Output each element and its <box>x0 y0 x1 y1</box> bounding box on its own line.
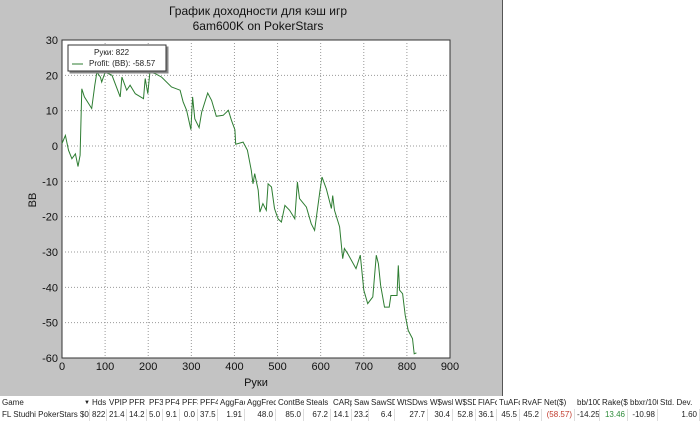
column-header-contbet[interactable]: ContBet <box>278 398 304 407</box>
y-tick-label: -20 <box>42 212 58 224</box>
column-header-carpre[interactable]: CARpre <box>333 398 352 407</box>
x-tick-label: 400 <box>225 361 243 373</box>
cell-sawf: 23.2 <box>354 409 369 421</box>
y-tick-label: 30 <box>46 35 58 47</box>
column-header-std-dev[interactable]: Std. Dev. <box>660 398 693 407</box>
legend: Руки: 822 Profit: (BB): -58.57 <box>67 44 167 72</box>
cell-hds: 822 <box>92 409 107 421</box>
cell-pff4: 37.5 <box>198 409 218 421</box>
column-header-hds[interactable]: Hds <box>92 398 107 407</box>
column-header-net[interactable]: Net($) <box>544 398 567 407</box>
cell-flafq: 36.1 <box>476 409 497 421</box>
cell-net: (58.57) <box>542 409 575 421</box>
chart-panel: График доходности для кэш игр 6am600K on… <box>0 0 503 396</box>
cell-w-wsf: 30.4 <box>428 409 453 421</box>
right-panel <box>503 0 700 396</box>
cell-aggfreq: 48.0 <box>245 409 276 421</box>
y-tick-label: 0 <box>52 141 58 153</box>
x-tick-label: 300 <box>182 361 200 373</box>
profit-chart: График доходности для кэш игр 6am600K on… <box>27 4 459 389</box>
column-header-aggfac[interactable]: AggFac <box>220 398 245 407</box>
x-tick-label: 500 <box>268 361 286 373</box>
x-axis-label: Руки <box>244 377 268 389</box>
x-tick-label: 100 <box>96 361 114 373</box>
y-axis-label: BB <box>27 193 39 208</box>
cell-steals: 67.2 <box>304 409 331 421</box>
cell-sawsd: 6.4 <box>369 409 395 421</box>
cell-carpre: 14.1 <box>331 409 352 421</box>
cell-pf3: 5.0 <box>147 409 163 421</box>
legend-hands: Руки: 822 <box>94 48 130 57</box>
column-header-game[interactable]: Game <box>2 398 24 407</box>
y-tick-label: -30 <box>42 247 58 259</box>
triangle-down-icon[interactable]: ▼ <box>84 400 90 406</box>
x-tick-label: 900 <box>441 361 459 373</box>
column-header-pff3[interactable]: PFF3 <box>182 398 198 407</box>
column-header-pfr[interactable]: PFR <box>129 398 145 407</box>
chart-subtitle: 6am600K on PokerStars <box>193 19 324 33</box>
column-header-vpip[interactable]: VPIP <box>109 398 127 407</box>
cell-game: FL Studhi PokerStars $0.50 <box>2 409 90 421</box>
cell-wtsdwsf: 27.7 <box>395 409 428 421</box>
column-header-aggfreq[interactable]: AggFreq <box>247 398 276 407</box>
cell-rake: 13.46 <box>600 409 628 421</box>
column-header-sawf[interactable]: SawF <box>354 398 369 407</box>
column-header-pf4[interactable]: PF4 <box>165 398 180 407</box>
y-tick-label: 20 <box>46 70 58 82</box>
profit-line <box>61 70 417 355</box>
cell-contbet: 85.0 <box>276 409 304 421</box>
column-header-rake[interactable]: Rake($) <box>602 398 628 407</box>
column-header-flafq[interactable]: FlAFq <box>478 398 497 407</box>
x-tick-label: 700 <box>355 361 373 373</box>
column-header-w-sd[interactable]: W$SD <box>455 398 476 407</box>
column-header-bb-100[interactable]: bb/100 <box>577 398 600 407</box>
x-tick-label: 0 <box>59 361 65 373</box>
column-header-rvafq[interactable]: RvAFq <box>522 398 542 407</box>
plot-area <box>61 39 451 359</box>
cell-pfr: 14.2 <box>127 409 147 421</box>
cell-std-dev: 1.60 <box>658 409 700 421</box>
cell-pff3: 0.0 <box>180 409 198 421</box>
cell-tuafq: 45.5 <box>497 409 520 421</box>
column-header-pff4[interactable]: PFF4 <box>200 398 218 407</box>
y-tick-label: -40 <box>42 282 58 294</box>
legend-profit: Profit: (BB): -58.57 <box>89 59 156 68</box>
cell-pf4: 9.1 <box>163 409 180 421</box>
column-header-steals[interactable]: Steals <box>306 398 329 407</box>
cell-bb-100: -14.25 <box>577 409 600 421</box>
cell-bbxr-100: -10.98 <box>628 409 658 421</box>
x-tick-label: 600 <box>311 361 329 373</box>
cell-rvafq: 45.2 <box>520 409 542 421</box>
column-header-sawsd[interactable]: SawSD <box>371 398 395 407</box>
column-header-bbxr-100[interactable]: bbxr/100 <box>630 398 658 407</box>
x-tick-label: 800 <box>398 361 416 373</box>
table-row[interactable]: FL Studhi PokerStars $0.5082221.414.25.0… <box>0 409 700 421</box>
column-header-pf3[interactable]: PF3 <box>149 398 163 407</box>
x-tick-label: 200 <box>139 361 157 373</box>
y-tick-label: -60 <box>42 353 58 365</box>
cell-aggfac: 1.91 <box>218 409 245 421</box>
y-tick-label: -50 <box>42 318 58 330</box>
y-tick-label: -10 <box>42 176 58 188</box>
cell-vpip: 21.4 <box>107 409 127 421</box>
cell-w-sd: 52.8 <box>453 409 476 421</box>
y-tick-label: 10 <box>46 106 58 118</box>
column-header-tuafq[interactable]: TuAFq <box>499 398 520 407</box>
column-header-w-wsf[interactable]: W$wsF <box>430 398 453 407</box>
column-header-wtsdwsf[interactable]: WtSDwsF <box>397 398 428 407</box>
chart-title: График доходности для кэш игр <box>169 4 347 18</box>
